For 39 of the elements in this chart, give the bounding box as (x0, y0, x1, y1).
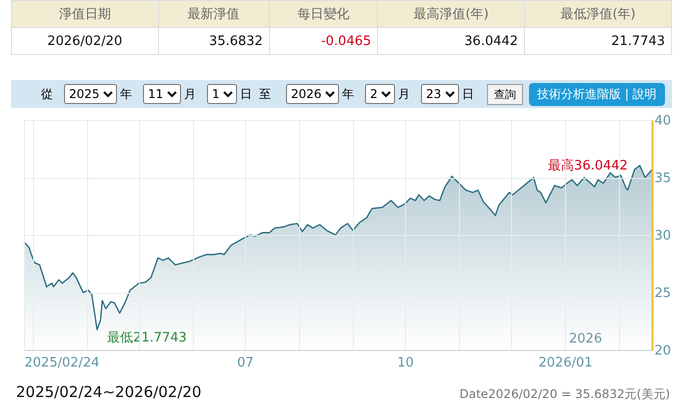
text: 23 (421, 84, 459, 104)
y-tick-label: 25 (654, 286, 672, 301)
text: -0.0465 (269, 28, 378, 54)
annotation: 最低21.7743 (107, 330, 187, 346)
text: 最新淨值 (158, 0, 270, 28)
text: 11 (143, 84, 181, 104)
text: 淨值日期 (12, 0, 158, 28)
text: 2025/02/24~2026/02/20 (16, 383, 202, 401)
text: 最高淨值(年) (378, 0, 525, 28)
text: 月 (184, 86, 196, 102)
x-tick-label: 07 (237, 356, 254, 370)
text: 21.7743 (524, 28, 672, 54)
text: 年 (342, 86, 354, 102)
x-tick-label: 2026/01 (538, 356, 593, 370)
y-tick-label: 20 (654, 344, 672, 358)
text: 2026/02/20 (12, 28, 158, 54)
text: 日 (462, 86, 474, 102)
text: 2025 (64, 84, 117, 104)
text: 36.0442 (378, 28, 525, 54)
text: 查詢 (487, 84, 523, 104)
y-tick-label: 40 (654, 114, 672, 128)
text: 35.6832 (158, 28, 270, 54)
text: 至 (259, 86, 271, 102)
annotation: 2026 (569, 331, 602, 346)
text: 技術分析進階版 | 說明 (529, 82, 665, 106)
x-tick-label: 10 (397, 356, 414, 370)
text: 每日變化 (269, 0, 378, 28)
text: 1 (207, 84, 237, 104)
text: 從 (41, 86, 53, 102)
text: 年 (120, 86, 132, 102)
text: 日 (240, 86, 252, 102)
y-tick-label: 35 (654, 171, 672, 186)
text: 2 (365, 84, 395, 104)
y-tick-label: 30 (654, 228, 672, 244)
x-tick-label: 2025/02/24 (24, 356, 100, 370)
text: 2026 (286, 84, 339, 104)
text: Date2026/02/20 = 35.6832元(美元) (459, 386, 670, 403)
text: 最低淨值(年) (524, 0, 672, 28)
text: 月 (398, 86, 410, 102)
